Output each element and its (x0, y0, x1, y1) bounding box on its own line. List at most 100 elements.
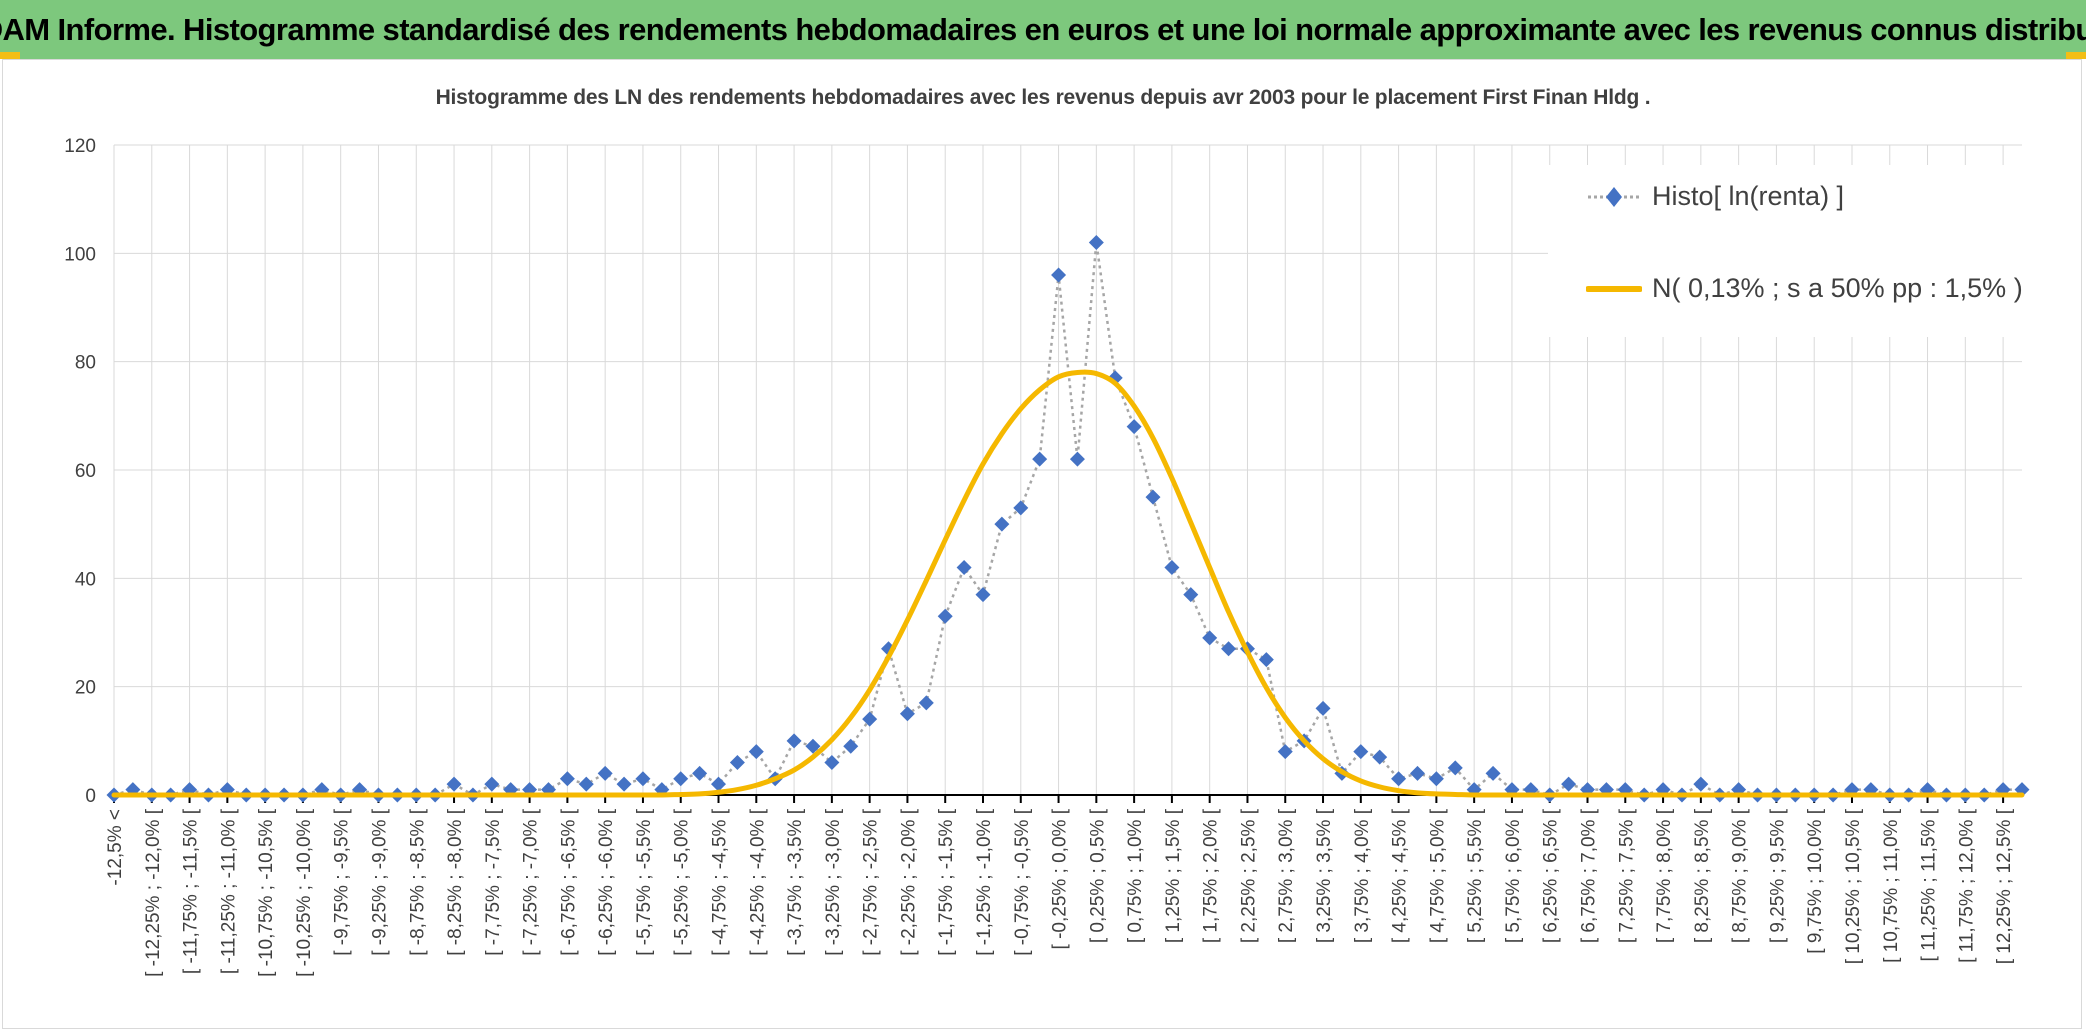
histo-point (1221, 641, 1237, 657)
histo-point (711, 776, 727, 792)
histo-point (748, 744, 764, 760)
histo-point (1202, 630, 1218, 646)
x-tick-label: [ -7,75% ; -7,5% [ (483, 808, 504, 956)
histo-point (635, 771, 651, 787)
x-tick-label: [ -11,25% ; -11,0% [ (218, 808, 239, 974)
header-accent-right (2066, 52, 2086, 59)
y-tick-label: 120 (64, 136, 96, 157)
histo-point (1258, 652, 1274, 668)
histo-point (597, 765, 613, 781)
x-tick-label: [ -0,25% ; 0,0% [ (1050, 808, 1071, 949)
x-tick-label: [ -5,75% ; -5,5% [ (634, 808, 655, 956)
histo-point (1013, 500, 1029, 516)
x-tick-label: [ 8,25% ; 8,5% [ (1692, 808, 1713, 943)
x-tick-label: [ 10,25% ; 10,5% [ (1843, 808, 1864, 964)
histo-point (918, 695, 934, 711)
x-tick-label: [ 11,25% ; 11,5% [ (1919, 808, 1940, 961)
x-tick-label: [ 4,75% ; 5,0% [ (1427, 808, 1448, 943)
histo-point (1391, 771, 1407, 787)
y-tick-label: 0 (85, 786, 96, 807)
y-tick-label: 80 (75, 353, 96, 374)
histo-point (1277, 744, 1293, 760)
x-tick-label: [ -4,75% ; -4,5% [ (710, 808, 731, 956)
x-tick-label: [ -5,25% ; -5,0% [ (672, 808, 693, 956)
x-tick-label: [ -7,25% ; -7,0% [ (521, 808, 542, 956)
x-tick-label: [ 2,25% ; 2,5% [ (1238, 808, 1259, 943)
x-tick-label: [ 0,25% ; 0,5% [ (1087, 808, 1108, 943)
legend-histo-label: Histo[ ln(renta) ] (1652, 181, 1845, 211)
x-tick-label: [ 4,25% ; 4,5% [ (1390, 808, 1411, 943)
y-tick-label: 60 (75, 461, 96, 482)
histo-point (673, 771, 689, 787)
histo-point (692, 765, 708, 781)
x-tick-label: [ 1,75% ; 2,0% [ (1201, 808, 1222, 943)
x-tick-label: [ -8,25% ; -8,0% [ (445, 808, 466, 956)
x-tick-label: [ -0,75% ; -0,5% [ (1012, 808, 1033, 956)
histo-point (1051, 267, 1067, 283)
x-tick-label: [ -8,75% ; -8,5% [ (407, 808, 428, 956)
histo-point (1315, 700, 1331, 716)
histo-point (1561, 776, 1577, 792)
histo-point (1693, 776, 1709, 792)
histo-point (1372, 749, 1388, 765)
histo-point (1088, 235, 1104, 250)
x-tick-label: [ -2,75% ; -2,5% [ (861, 808, 882, 956)
x-tick-label: [ 7,75% ; 8,0% [ (1654, 808, 1675, 943)
legend-normal-swatch-icon (1586, 285, 1642, 292)
x-tick-label: [ -3,75% ; -3,5% [ (785, 808, 806, 956)
histo-point (446, 776, 462, 792)
legend-normal-label: N( 0,13% ; s a 50% pp : 1,5% ) (1652, 273, 2023, 303)
x-tick-label: [ -1,75% ; -1,5% [ (936, 808, 957, 956)
legend-histo-swatch-icon (1588, 186, 1640, 207)
x-tick-label: [ -6,75% ; -6,5% [ (558, 808, 579, 956)
header-accent-left (0, 52, 20, 59)
histo-point (824, 755, 840, 770)
x-tick-label: [ 6,75% ; 7,0% [ (1579, 808, 1600, 943)
x-tick-label: [ 5,75% ; 6,0% [ (1503, 808, 1524, 943)
histo-point (729, 755, 745, 770)
x-tick-label: [ -6,25% ; -6,0% [ (596, 808, 617, 956)
histo-point (994, 516, 1010, 532)
chart-legend: Histo[ ln(renta) ] N( 0,13% ; s a 50% pp… (1548, 165, 2034, 337)
legend-item-histo: Histo[ ln(renta) ] (1586, 181, 1844, 212)
x-tick-label: [ 10,75% ; 11,0% [ (1881, 808, 1902, 963)
x-tick-label: [ -10,25% ; -10,0% [ (294, 808, 315, 977)
y-tick-label: 100 (64, 244, 96, 265)
x-tick-label: [ -12,25% ; -12,0% [ (143, 808, 164, 977)
x-tick-label: [ 8,75% ; 9,0% [ (1730, 808, 1751, 943)
histo-point (484, 776, 500, 792)
x-tick-label: [ 1,25% ; 1,5% [ (1163, 808, 1184, 943)
histo-point (616, 776, 632, 792)
x-tick-label: [ 12,25% ; 12,5% [ (1994, 808, 2015, 964)
x-tick-label: [ -11,75% ; -11,5% [ (181, 808, 202, 974)
histo-point (578, 776, 594, 792)
histo-point (1428, 771, 1444, 787)
histo-point (899, 706, 915, 722)
histo-point (1164, 560, 1180, 575)
histo-point (862, 711, 878, 727)
x-tick-label: [ 6,25% ; 6,5% [ (1541, 808, 1562, 943)
histo-point (937, 608, 953, 624)
histo-point (1409, 765, 1425, 781)
x-tick-label: [ 9,25% ; 9,5% [ (1767, 808, 1788, 943)
histo-point (1126, 419, 1142, 435)
x-tick-label: [ 11,75% ; 12,0% [ (1956, 808, 1977, 963)
x-tick-label: [ 5,25% ; 5,5% [ (1465, 808, 1486, 943)
chart-frame (2, 59, 2082, 1029)
header-bar: ADAM Informe. Histogramme standardisé de… (0, 0, 2086, 59)
histo-point (1069, 451, 1085, 467)
histo-point (1183, 587, 1199, 603)
chart-title: Histogramme des LN des rendements hebdom… (435, 86, 1651, 109)
y-tick-label: 20 (75, 678, 96, 699)
page-title: ADAM Informe. Histogramme standardisé de… (0, 11, 2086, 47)
x-tick-label: [ 3,25% ; 3,5% [ (1314, 808, 1335, 943)
histo-point (843, 738, 859, 754)
x-tick-label: [ -4,25% ; -4,0% [ (747, 808, 768, 956)
normal-curve-line (111, 369, 2025, 798)
histo-point (1447, 760, 1463, 776)
histo-point (1485, 765, 1501, 781)
x-tick-label: [ -2,25% ; -2,0% [ (898, 808, 919, 956)
x-tick-label: [ -10,75% ; -10,5% [ (256, 808, 277, 977)
legend-item-normal: N( 0,13% ; s a 50% pp : 1,5% ) (1586, 273, 2023, 304)
